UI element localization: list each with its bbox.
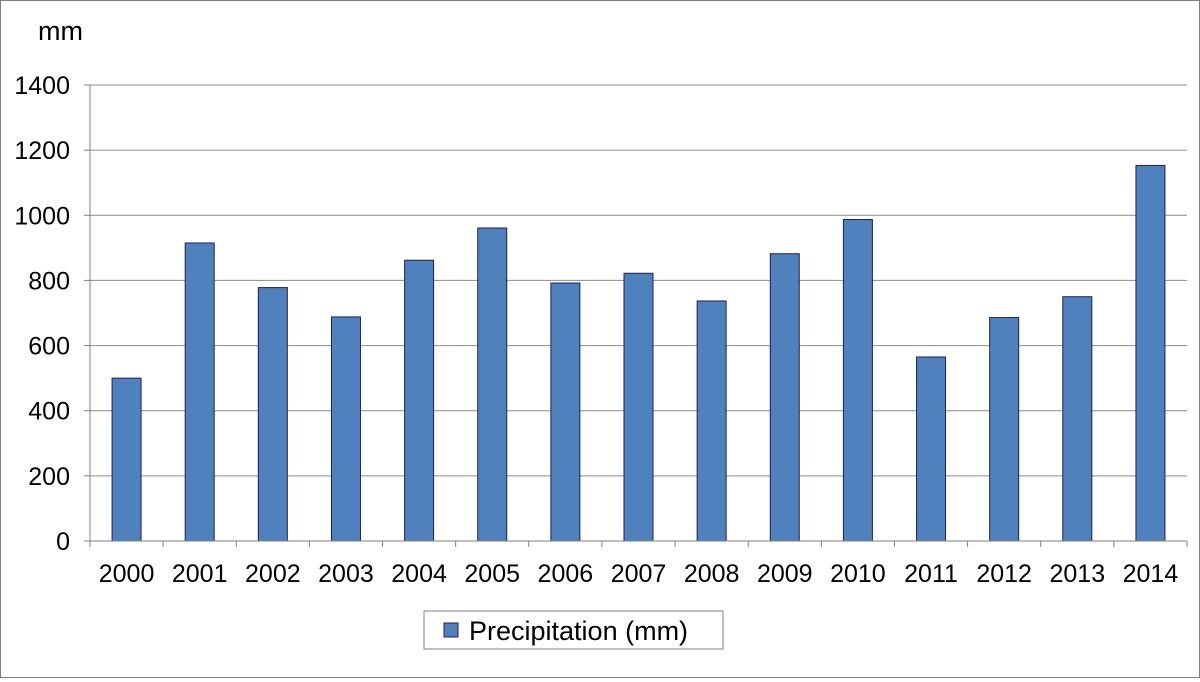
x-tick-label: 2005 [464,560,520,588]
x-tick-label: 2002 [245,560,301,588]
x-tick-label: 2009 [757,560,813,588]
x-tick-label: 2014 [1123,560,1179,588]
x-tick-label: 2006 [538,560,594,588]
x-tick-label: 2000 [99,560,155,588]
bar [769,253,800,542]
bar [404,259,435,542]
bar [477,227,508,542]
y-tick-labels: 0 200 400 600 800 1000 1200 1400 [14,72,70,556]
y-tick-label: 800 [28,267,70,295]
bar [842,219,873,542]
legend: Precipitation (mm) [423,610,724,650]
bar [550,282,581,542]
x-tick-label: 2010 [830,560,886,588]
bar [184,242,215,542]
bars [111,164,1166,542]
y-tick-label: 200 [28,463,70,491]
axes [84,84,1188,547]
x-tick-label: 2003 [318,560,374,588]
bar [916,356,947,542]
bar [623,272,654,542]
x-tick-label: 2012 [976,560,1032,588]
x-tick-label: 2004 [391,560,447,588]
legend-swatch [443,622,459,638]
x-tick-label: 2011 [904,560,958,588]
y-tick-label: 0 [56,528,70,556]
bar [696,300,727,542]
x-tick-label: 2007 [611,560,667,588]
x-tick-label: 2001 [172,560,228,588]
y-tick-label: 1200 [14,137,70,165]
y-tick-label: 600 [28,333,70,361]
legend-box [423,610,724,650]
bar [111,377,142,542]
x-tick-label: 2008 [684,560,740,588]
y-tick-label: 400 [28,398,70,426]
bar [989,317,1020,542]
legend-label: Precipitation (mm) [469,616,688,646]
x-tick-labels: 2000 2001 2002 2003 2004 2005 2006 2007 2008 2009… [99,560,1179,588]
y-tick-label: 1400 [14,72,70,100]
y-tick-label: 1000 [14,202,70,230]
bar [330,316,361,542]
y-axis-unit-label: mm [38,16,83,46]
bar [1062,296,1093,542]
x-tick-label: 2013 [1049,560,1105,588]
bar [1135,164,1166,542]
bar [257,287,288,542]
